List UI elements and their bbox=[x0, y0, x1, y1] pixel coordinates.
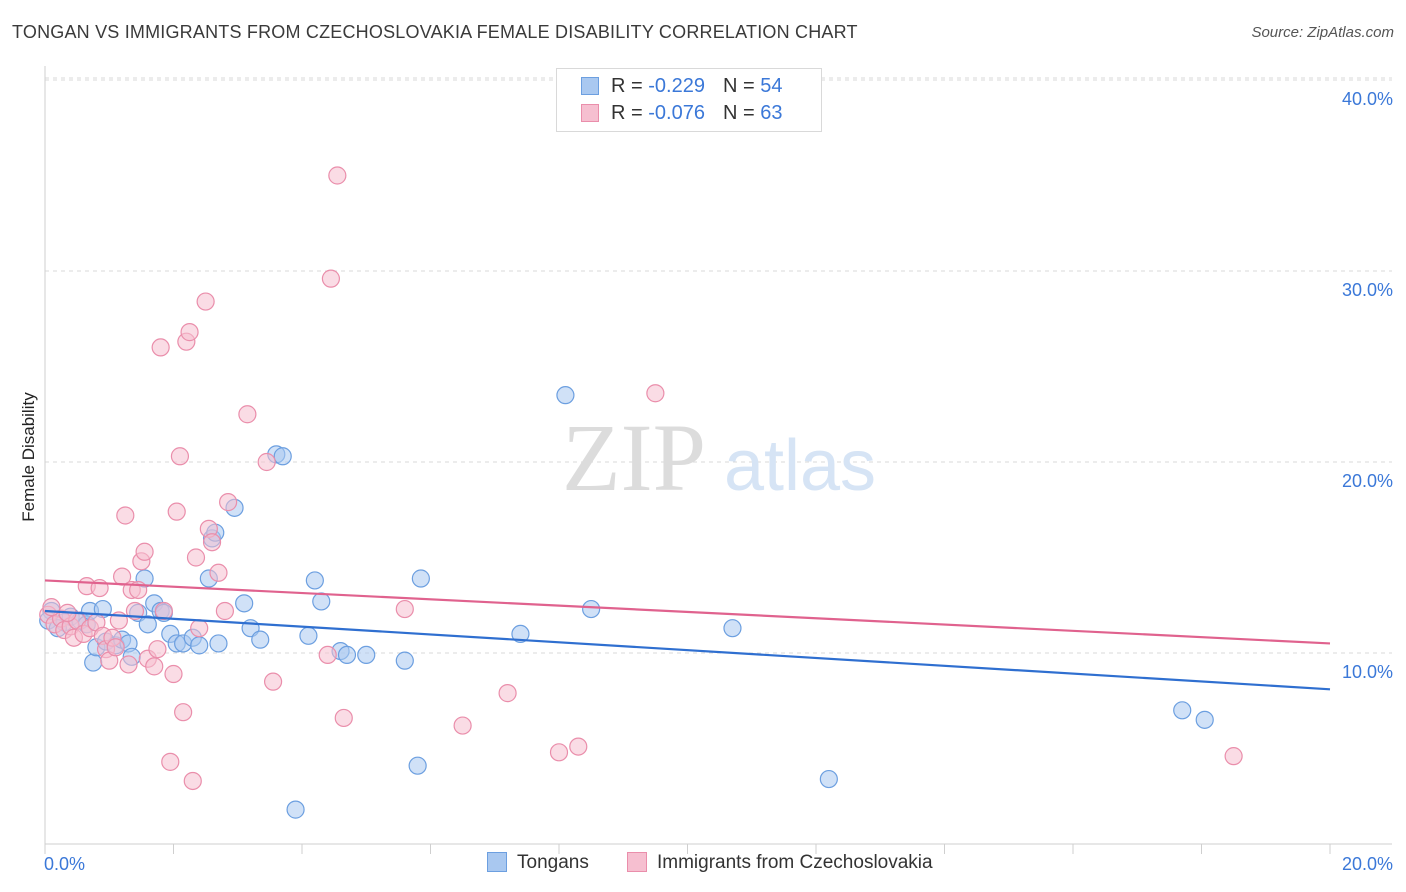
czech-point bbox=[219, 493, 238, 512]
czech-point bbox=[257, 452, 276, 472]
czech-point bbox=[395, 599, 414, 619]
czech-point bbox=[170, 447, 190, 466]
czech-point bbox=[328, 166, 347, 185]
chart-title: TONGAN VS IMMIGRANTS FROM CZECHOSLOVAKIA… bbox=[12, 22, 858, 42]
tongans-point bbox=[312, 592, 331, 611]
tongans-point bbox=[556, 386, 575, 405]
tongans-point bbox=[819, 769, 838, 789]
r-label: R = bbox=[611, 102, 649, 124]
czech-point bbox=[180, 323, 199, 342]
czech-point bbox=[263, 672, 283, 691]
tongans-point bbox=[138, 615, 157, 634]
y-axis-label: Female Disability bbox=[19, 392, 38, 522]
czech-point bbox=[215, 601, 234, 621]
czech-point bbox=[202, 533, 222, 552]
czech-point bbox=[148, 640, 167, 659]
czech-point bbox=[145, 657, 164, 676]
czech-point bbox=[569, 737, 588, 756]
tongans-point bbox=[723, 619, 742, 638]
tongans-point bbox=[511, 624, 530, 644]
watermark-atlas: atlas bbox=[724, 426, 876, 506]
y-tick-label: 10.0% bbox=[1342, 662, 1393, 682]
n-label: N = bbox=[722, 75, 761, 97]
czech-legend-swatch bbox=[627, 852, 647, 872]
tongans-point bbox=[235, 594, 254, 613]
n-label: N = bbox=[722, 102, 761, 124]
source-label: Source: ZipAtlas.com bbox=[1251, 24, 1394, 41]
tongans-point bbox=[337, 645, 357, 665]
czech-point bbox=[498, 684, 517, 703]
tongans-point bbox=[273, 447, 292, 466]
series-legend: Tongans Immigrants from Czechoslovakia bbox=[0, 852, 1406, 878]
legend-item-czech[interactable]: Immigrants from Czechoslovakia bbox=[627, 852, 933, 874]
tongans-trend-line bbox=[44, 609, 1331, 691]
x-tick-label: 0.0% bbox=[44, 854, 85, 874]
tongans-point bbox=[299, 626, 318, 645]
czech-point bbox=[183, 771, 202, 791]
legend-label-tongans: Tongans bbox=[517, 852, 589, 873]
tongans-point bbox=[411, 569, 430, 588]
czech-point bbox=[1224, 747, 1243, 766]
y-tick-label: 40.0% bbox=[1342, 89, 1393, 109]
czech-point bbox=[135, 542, 154, 561]
tongans-point bbox=[190, 636, 209, 655]
czech-point bbox=[186, 548, 206, 567]
czech-point bbox=[190, 619, 209, 638]
legend-label-czech: Immigrants from Czechoslovakia bbox=[657, 852, 933, 873]
czech-point bbox=[119, 655, 138, 674]
legend-item-tongans[interactable]: Tongans bbox=[487, 852, 589, 874]
grid-lines bbox=[45, 77, 1392, 654]
czech-point bbox=[151, 338, 170, 357]
czech-point bbox=[154, 601, 173, 621]
czech-point bbox=[174, 703, 193, 722]
czech-point bbox=[321, 269, 341, 288]
y-tick-label: 30.0% bbox=[1342, 280, 1393, 300]
n-value-czech: 63 bbox=[760, 102, 783, 124]
n-value-tongans: 54 bbox=[760, 75, 783, 97]
czech-point bbox=[334, 708, 353, 728]
legend-row-czech: R = -0.076 N = 63 bbox=[581, 102, 782, 128]
watermark: ZIP atlas bbox=[562, 404, 876, 511]
czech-trend-line bbox=[44, 579, 1331, 645]
czech-point bbox=[164, 664, 183, 684]
czech-swatch bbox=[581, 104, 599, 122]
watermark-zip: ZIP bbox=[562, 404, 706, 511]
tongans-point bbox=[1195, 710, 1214, 729]
r-value-czech: -0.076 bbox=[648, 102, 705, 124]
tongans-swatch bbox=[581, 77, 599, 95]
tongans-point bbox=[286, 800, 305, 819]
tongans-point bbox=[408, 756, 427, 775]
tongans-point bbox=[582, 599, 601, 619]
tongans-point bbox=[395, 651, 414, 670]
tongans-point bbox=[1173, 701, 1192, 720]
czech-point bbox=[238, 405, 257, 424]
czech-point bbox=[116, 506, 135, 525]
czech-point bbox=[161, 752, 180, 771]
axes bbox=[44, 66, 1392, 854]
stats-legend: R = -0.229 N = 54 R = -0.076 N = 63 bbox=[556, 68, 822, 132]
czech-point bbox=[196, 292, 215, 311]
czech-point bbox=[549, 743, 569, 762]
tongans-point bbox=[84, 653, 103, 672]
y-tick-label: 20.0% bbox=[1342, 471, 1393, 491]
tongans-point bbox=[357, 645, 376, 665]
czech-point bbox=[167, 502, 186, 521]
tongans-point bbox=[209, 634, 228, 653]
r-label: R = bbox=[611, 75, 649, 97]
czech-point bbox=[646, 384, 665, 403]
czech-point bbox=[209, 563, 228, 582]
czech-point bbox=[318, 645, 337, 665]
legend-row-tongans: R = -0.229 N = 54 bbox=[581, 75, 782, 101]
czech-point bbox=[42, 598, 61, 617]
czech-point bbox=[453, 716, 472, 735]
tongans-legend-swatch bbox=[487, 852, 507, 872]
r-value-tongans: -0.229 bbox=[648, 75, 705, 97]
tongans-point bbox=[251, 630, 270, 649]
czech-point bbox=[106, 638, 125, 657]
x-tick-label: 20.0% bbox=[1342, 854, 1393, 874]
tongans-point bbox=[305, 571, 324, 590]
